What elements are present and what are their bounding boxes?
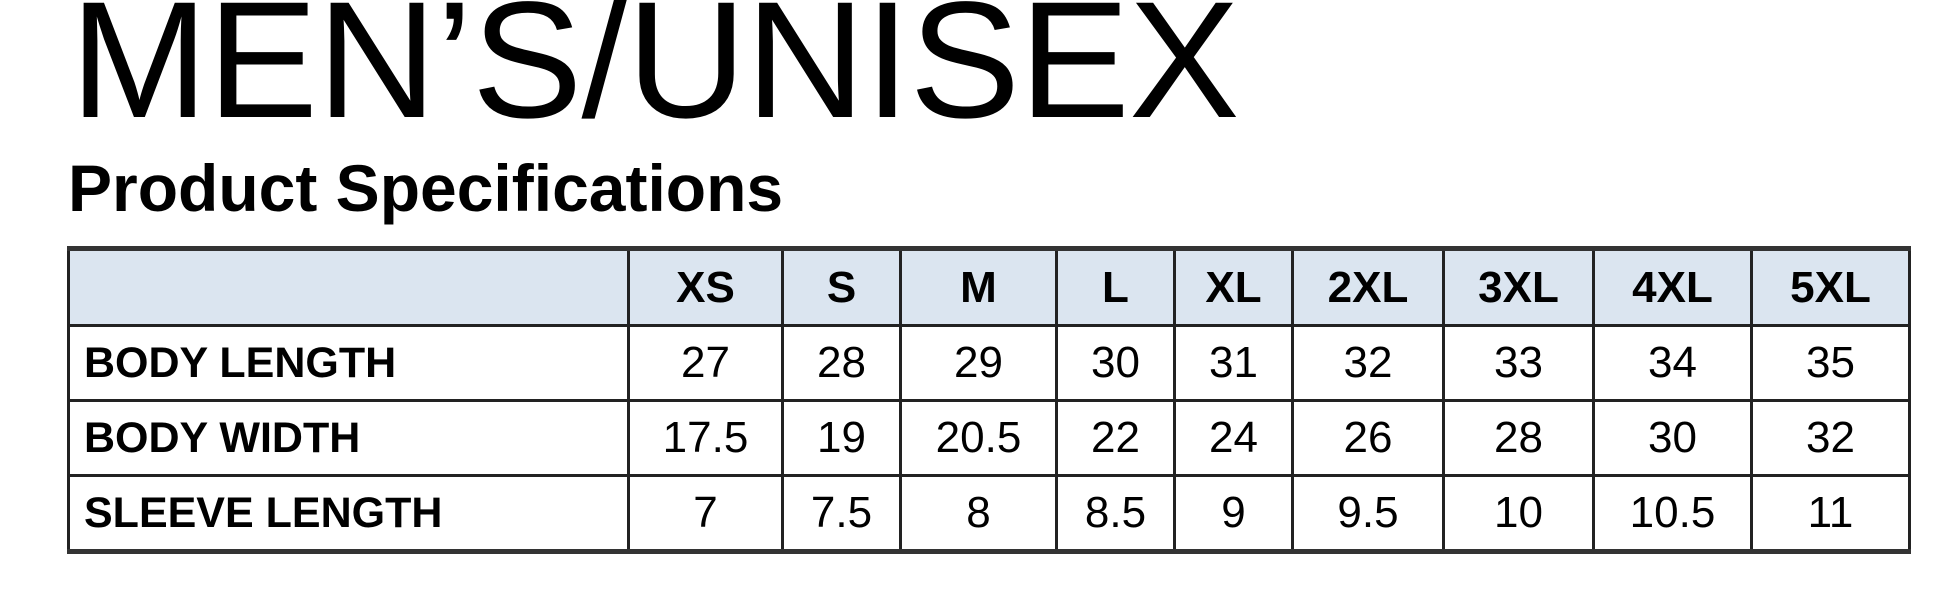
table-cell: 7.5 bbox=[781, 474, 902, 554]
header-cell-s: S bbox=[781, 247, 902, 327]
table-cell: 35 bbox=[1750, 324, 1911, 402]
header-cell-xl: XL bbox=[1173, 247, 1294, 327]
table-cell: 28 bbox=[781, 324, 902, 402]
table-cell: 11 bbox=[1750, 474, 1911, 554]
header-cell-l: L bbox=[1055, 247, 1176, 327]
header-cell-5xl: 5XL bbox=[1750, 247, 1911, 327]
size-spec-table: XS S M L XL 2XL 3XL 4XL 5XL BODY LENGTH … bbox=[67, 246, 1911, 554]
table-cell: 28 bbox=[1442, 399, 1595, 477]
table-cell: 7 bbox=[627, 474, 784, 554]
header-cell-empty bbox=[67, 247, 630, 327]
table-cell: 22 bbox=[1055, 399, 1176, 477]
table-cell: 26 bbox=[1291, 399, 1445, 477]
header-cell-m: M bbox=[899, 247, 1058, 327]
header-row: XS S M L XL 2XL 3XL 4XL 5XL bbox=[67, 247, 1911, 327]
row-label: SLEEVE LENGTH bbox=[67, 474, 630, 554]
header-cell-3xl: 3XL bbox=[1442, 247, 1595, 327]
table-cell: 10 bbox=[1442, 474, 1595, 554]
table-cell: 29 bbox=[899, 324, 1058, 402]
table-cell: 30 bbox=[1055, 324, 1176, 402]
table-row: SLEEVE LENGTH 7 7.5 8 8.5 9 9.5 10 10.5 … bbox=[67, 474, 1911, 554]
table-cell: 8 bbox=[899, 474, 1058, 554]
table-cell: 34 bbox=[1592, 324, 1753, 402]
table-cell: 30 bbox=[1592, 399, 1753, 477]
table-cell: 10.5 bbox=[1592, 474, 1753, 554]
table-cell: 9.5 bbox=[1291, 474, 1445, 554]
table-cell: 32 bbox=[1750, 399, 1911, 477]
row-label: BODY LENGTH bbox=[67, 324, 630, 402]
page-title: MEN’S/UNISEX bbox=[70, 0, 1240, 153]
section-subtitle: Product Specifications bbox=[68, 151, 784, 225]
table-row: BODY LENGTH 27 28 29 30 31 32 33 34 35 bbox=[67, 324, 1911, 402]
header-cell-2xl: 2XL bbox=[1291, 247, 1445, 327]
table-cell: 33 bbox=[1442, 324, 1595, 402]
table-cell: 17.5 bbox=[627, 399, 784, 477]
table-cell: 20.5 bbox=[899, 399, 1058, 477]
table-cell: 9 bbox=[1173, 474, 1294, 554]
table-cell: 27 bbox=[627, 324, 784, 402]
table-cell: 24 bbox=[1173, 399, 1294, 477]
table-cell: 8.5 bbox=[1055, 474, 1176, 554]
header-cell-4xl: 4XL bbox=[1592, 247, 1753, 327]
table-row: BODY WIDTH 17.5 19 20.5 22 24 26 28 30 3… bbox=[67, 399, 1911, 477]
table-cell: 31 bbox=[1173, 324, 1294, 402]
header-cell-xs: XS bbox=[627, 247, 784, 327]
table-cell: 32 bbox=[1291, 324, 1445, 402]
table-cell: 19 bbox=[781, 399, 902, 477]
row-label: BODY WIDTH bbox=[67, 399, 630, 477]
